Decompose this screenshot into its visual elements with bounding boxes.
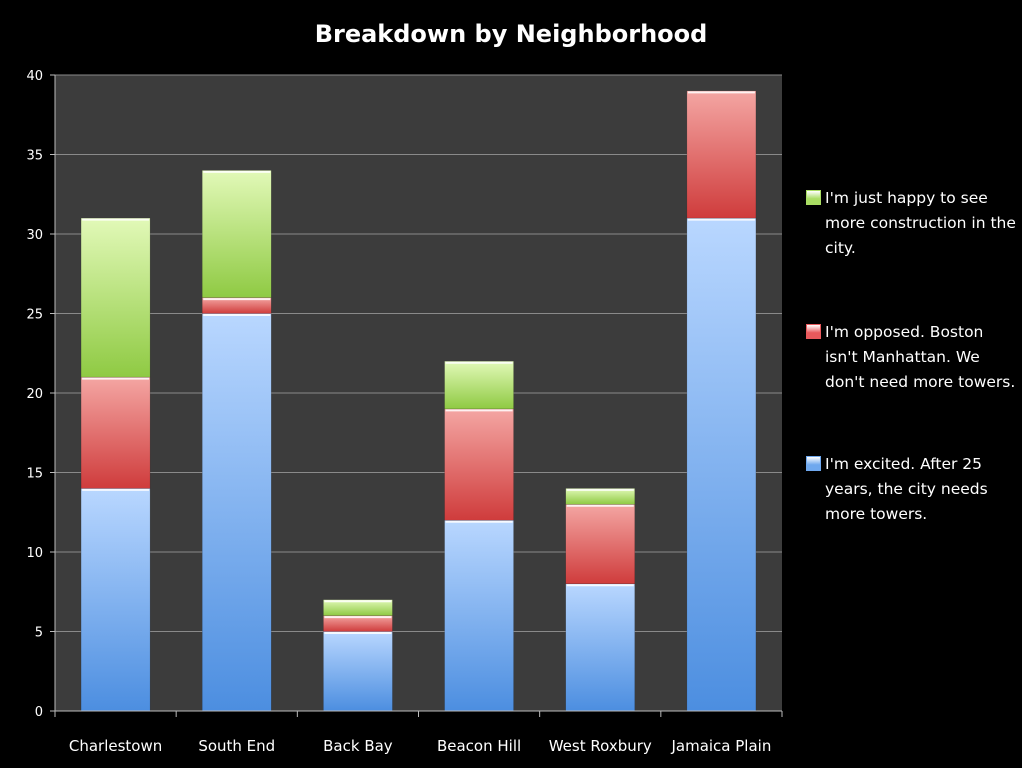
bar-segment-opposed xyxy=(444,408,514,521)
x-tick-label: Beacon Hill xyxy=(437,737,521,755)
y-tick-label: 25 xyxy=(26,308,43,323)
x-tick-label: Back Bay xyxy=(323,737,393,755)
y-tick-label: 30 xyxy=(26,228,43,243)
legend-label: I'm excited. After 25 years, the city ne… xyxy=(825,455,988,523)
x-tick-label: South End xyxy=(198,737,275,755)
legend-swatch-icon xyxy=(806,456,821,471)
legend-swatch-icon xyxy=(806,190,821,205)
bar-segment-opposed xyxy=(202,297,272,314)
y-tick-label: 20 xyxy=(26,387,43,402)
bar-segment-excited xyxy=(323,631,393,712)
bar-segment-excited xyxy=(565,583,635,712)
x-tick-label: Charlestown xyxy=(69,737,162,755)
y-tick-label: 15 xyxy=(26,467,43,482)
chart-title: Breakdown by Neighborhood xyxy=(314,20,708,48)
bar-segment-excited xyxy=(80,488,151,712)
x-tick-label: West Roxbury xyxy=(549,737,652,755)
bar-segment-happy xyxy=(323,599,393,616)
y-tick-label: 5 xyxy=(35,626,43,641)
bar-segment-opposed xyxy=(686,90,757,219)
bar-segment-opposed xyxy=(80,376,151,489)
legend-label: I'm opposed. Boston isn't Manhattan. We … xyxy=(825,323,1016,391)
bar-segment-happy xyxy=(202,170,272,298)
bar-segment-excited xyxy=(686,217,757,712)
bar-segment-excited xyxy=(202,313,272,712)
bar-segment-happy xyxy=(565,488,635,505)
bar-segment-happy xyxy=(80,217,151,378)
y-tick-label: 35 xyxy=(26,149,43,164)
x-tick-label: Jamaica Plain xyxy=(670,737,771,755)
y-tick-label: 40 xyxy=(26,69,43,84)
bar-segment-happy xyxy=(444,360,514,410)
y-tick-label: 10 xyxy=(26,546,43,561)
bar-segment-opposed xyxy=(565,504,635,585)
bar-segment-excited xyxy=(444,519,514,712)
y-tick-label: 0 xyxy=(35,705,43,720)
legend-swatch-icon xyxy=(806,324,821,339)
legend-label: I'm just happy to see more construction … xyxy=(825,189,1016,257)
